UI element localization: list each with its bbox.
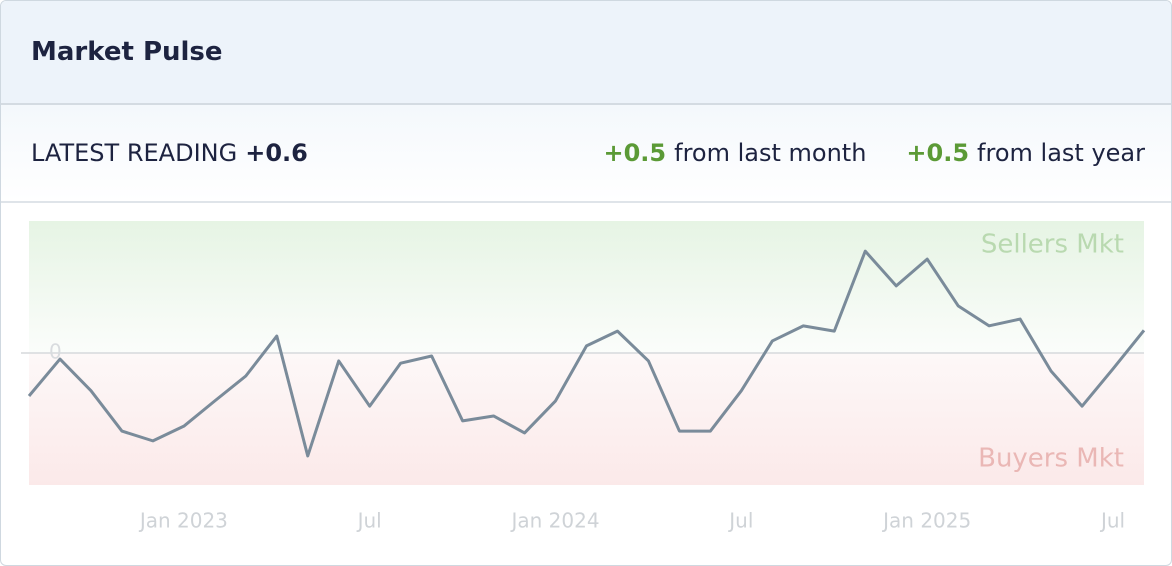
change-text: from last year (977, 139, 1145, 167)
x-tick-label: Jul (727, 509, 753, 533)
change: +0.5 from last year (906, 139, 1145, 167)
change-text: from last month (674, 139, 867, 167)
line (27, 249, 1146, 458)
reading-row: LATEST READING +0.6 +0.5 from last month … (1, 105, 1171, 203)
sellers-zone (29, 221, 1144, 353)
x-tick-label: Jan 2024 (509, 509, 599, 533)
reading-value: +0.6 (245, 139, 308, 167)
chart: Sellers Mkt Buyers Mkt 0 Jan 2023 Jul Jan 202… (21, 221, 1146, 533)
zone-label: Buyers Mkt (978, 444, 1124, 474)
card-title: Market Pulse (1, 1, 1171, 105)
x-tick-label: Jul (356, 509, 382, 533)
x-tick-label: Jan 2023 (138, 509, 228, 533)
reading-label: LATEST READING (31, 139, 238, 167)
x-tick-label: Jan 2025 (881, 509, 971, 533)
buyers-zone (29, 353, 1144, 485)
x-tick-label: Jul (1099, 509, 1125, 533)
zone-label: Sellers Mkt (981, 230, 1124, 260)
change-delta: +0.5 (906, 139, 970, 167)
change-delta: +0.5 (603, 139, 667, 167)
y-tick-label: 0 (49, 340, 62, 364)
change: +0.5 from last month (604, 139, 867, 167)
